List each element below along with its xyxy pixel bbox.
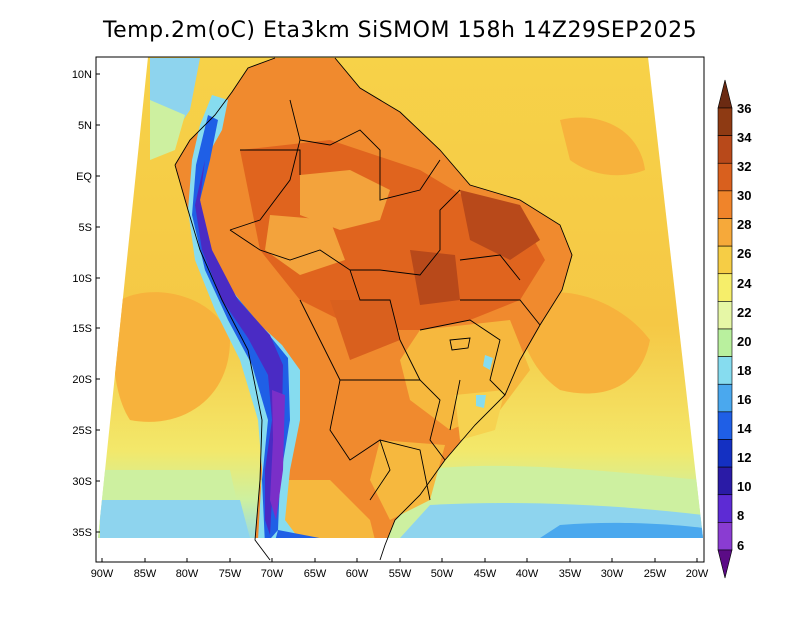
colorbar-label: 28: [737, 217, 751, 232]
lon-label: 30W: [601, 568, 624, 580]
lat-label: 10S: [72, 273, 92, 285]
temperature-field: [98, 57, 703, 538]
longitude-axis: 90W 85W 80W 75W 70W 65W 60W 55W 50W 45W …: [91, 558, 709, 580]
lon-label: 75W: [219, 568, 242, 580]
colorbar-segment: [717, 245, 733, 275]
colorbar-label: 14: [737, 421, 752, 436]
colorbar-min-arrow: [717, 549, 733, 579]
colorbar-label: 20: [737, 334, 751, 349]
colorbar-label: 34: [737, 130, 752, 145]
lon-label: 80W: [176, 568, 199, 580]
lat-label: 10N: [72, 69, 92, 81]
colorbar-segment: [717, 522, 733, 551]
lon-label: 20W: [686, 568, 709, 580]
colorbar-segment: [717, 328, 733, 357]
lon-label: 50W: [431, 568, 454, 580]
colorbar-label: 6: [737, 538, 744, 553]
colorbar-label: 18: [737, 363, 751, 378]
colorbar-max-arrow: [717, 79, 733, 109]
colorbar-label: 36: [737, 101, 751, 116]
country-borders: [174, 57, 573, 561]
latitude-axis: 10N 5N EQ 5S 10S 15S 20S 25S 30S 35S: [72, 69, 100, 539]
colorbar-segment: [717, 162, 733, 192]
colorbar-label: 26: [737, 246, 751, 261]
lat-label: 30S: [72, 476, 92, 488]
lat-label: 20S: [72, 374, 92, 386]
map-title: Temp.2m(oC) Eta3km SiSMOM 158h 14Z29SEP2…: [102, 18, 698, 43]
colorbar-segment: [717, 411, 733, 440]
colorbar-segment: [717, 439, 733, 468]
lon-label: 85W: [134, 568, 157, 580]
colorbar-segment: [717, 466, 733, 496]
colorbar-label: 8: [737, 508, 744, 523]
colorbar-label: 24: [737, 276, 752, 291]
lon-label: 60W: [346, 568, 369, 580]
colorbar-segment: [717, 383, 733, 413]
colorbar-label: 32: [737, 159, 751, 174]
lon-label: 70W: [261, 568, 284, 580]
colorbar-segment: [717, 356, 733, 385]
lat-label: 25S: [72, 425, 92, 437]
colorbar-segment: [717, 301, 733, 330]
lat-label: 15S: [72, 323, 92, 335]
colorbar-segment: [717, 107, 733, 136]
colorbar-label: 12: [737, 450, 751, 465]
lon-label: 55W: [389, 568, 412, 580]
lon-label: 40W: [516, 568, 539, 580]
lon-label: 35W: [559, 568, 582, 580]
colorbar-label: 16: [737, 392, 751, 407]
lat-label: 5S: [79, 222, 92, 234]
colorbar-segment: [717, 273, 733, 302]
lon-label: 90W: [91, 568, 114, 580]
colorbar: 36 34 32 30 28 26 24 22 20 18 16 14 12 1…: [717, 79, 752, 579]
lon-label: 65W: [304, 568, 327, 580]
lon-label: 25W: [644, 568, 667, 580]
lon-label: 45W: [474, 568, 497, 580]
colorbar-label: 22: [737, 305, 751, 320]
lat-label: EQ: [76, 171, 92, 183]
lat-label: 35S: [72, 527, 92, 539]
colorbar-segment: [717, 135, 733, 164]
colorbar-label: 10: [737, 479, 751, 494]
colorbar-segment: [717, 494, 733, 523]
colorbar-label: 30: [737, 188, 751, 203]
lat-label: 5N: [78, 120, 92, 132]
colorbar-segment: [717, 190, 733, 219]
colorbar-segment: [717, 218, 733, 247]
